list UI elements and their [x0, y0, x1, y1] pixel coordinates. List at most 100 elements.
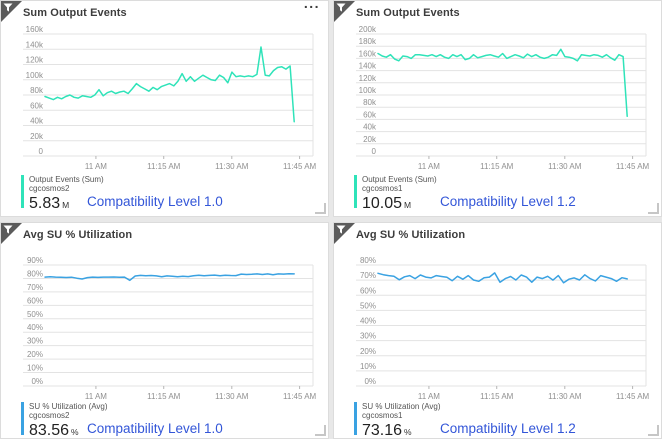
- svg-text:70%: 70%: [360, 271, 376, 280]
- legend-aggregate-value: 83.56%: [29, 422, 79, 439]
- chart-legend: SU % Utilization (Avg) cgcosmos1 73.16%: [354, 402, 441, 439]
- panel-title: Avg SU % Utilization: [23, 229, 133, 241]
- filter-corner-badge: [334, 1, 355, 22]
- svg-text:40k: 40k: [30, 117, 44, 126]
- svg-text:100k: 100k: [26, 71, 44, 80]
- svg-text:80k: 80k: [363, 98, 377, 107]
- legend-metric-name: Output Events (Sum): [362, 175, 437, 184]
- svg-text:0: 0: [39, 147, 44, 156]
- line-chart[interactable]: 90% 80% 70% 60% 50% 40% 30% 20% 10% 0% 11 AM 11:15 …: [1, 223, 329, 439]
- compatibility-level-annotation: Compatibility Level 1.0: [87, 421, 223, 436]
- svg-text:11:45 AM: 11:45 AM: [283, 162, 317, 171]
- svg-text:20k: 20k: [363, 135, 377, 144]
- svg-text:11:15 AM: 11:15 AM: [147, 162, 181, 171]
- svg-text:140k: 140k: [26, 40, 44, 49]
- funnel-icon: [3, 225, 13, 234]
- svg-text:20%: 20%: [360, 347, 376, 356]
- resize-handle[interactable]: [648, 425, 659, 436]
- legend-resource-name: cgcosmos1: [362, 184, 403, 193]
- line-chart[interactable]: 160k 140k 120k 100k 80k 60k 40k 20k 0 11 AM 11:15 …: [1, 1, 329, 217]
- svg-text:11:30 AM: 11:30 AM: [548, 392, 582, 401]
- legend-metric-name: SU % Utilization (Avg): [362, 402, 441, 411]
- line-chart[interactable]: 200k 180k 160k 140k 120k 100k 80k 60k 40k 20k 0 11 …: [334, 1, 662, 217]
- line-chart[interactable]: 80% 70% 60% 50% 40% 30% 20% 10% 0% 11 AM 11:15 AM 1…: [334, 223, 662, 439]
- svg-text:0%: 0%: [364, 377, 376, 386]
- svg-text:10%: 10%: [360, 362, 376, 371]
- more-options-button[interactable]: ...: [303, 0, 320, 11]
- svg-text:11 AM: 11 AM: [85, 392, 107, 401]
- svg-text:11:45 AM: 11:45 AM: [283, 392, 317, 401]
- panel-title: Sum Output Events: [356, 7, 460, 19]
- chart-legend: Output Events (Sum) cgcosmos1 10.05 M: [354, 175, 437, 214]
- legend-aggregate-value: 73.16%: [362, 422, 412, 439]
- svg-text:30%: 30%: [27, 337, 43, 346]
- svg-text:200k: 200k: [359, 25, 377, 34]
- legend-color-bar: [354, 402, 357, 435]
- svg-text:11 AM: 11 AM: [85, 162, 107, 171]
- funnel-icon: [336, 3, 346, 12]
- filter-corner-badge: [334, 223, 355, 244]
- svg-text:50%: 50%: [360, 301, 376, 310]
- panel-avg-su-utilization-cl10[interactable]: Avg SU % Utilization 90% 80% 70% 60% 50% 40% 3…: [0, 222, 329, 439]
- svg-text:11:30 AM: 11:30 AM: [215, 392, 249, 401]
- legend-metric-name: SU % Utilization (Avg): [29, 402, 108, 411]
- legend-value-unit: %: [404, 427, 412, 437]
- filter-corner-badge: [1, 1, 22, 22]
- svg-text:0: 0: [372, 147, 377, 156]
- svg-text:11 AM: 11 AM: [418, 162, 440, 171]
- svg-text:80k: 80k: [30, 86, 44, 95]
- panel-avg-su-utilization-cl12[interactable]: Avg SU % Utilization 80% 70% 60% 50% 40% 30% 2…: [333, 222, 662, 439]
- svg-text:80%: 80%: [27, 269, 43, 278]
- svg-text:60%: 60%: [27, 296, 43, 305]
- svg-text:180k: 180k: [359, 37, 377, 46]
- svg-text:11:15 AM: 11:15 AM: [480, 162, 514, 171]
- svg-text:90%: 90%: [27, 256, 43, 265]
- svg-text:11:15 AM: 11:15 AM: [480, 392, 514, 401]
- compatibility-level-annotation: Compatibility Level 1.0: [87, 194, 223, 209]
- legend-color-bar: [21, 175, 24, 208]
- legend-aggregate-value: 10.05 M: [362, 195, 412, 212]
- svg-text:11:45 AM: 11:45 AM: [616, 392, 650, 401]
- svg-text:11 AM: 11 AM: [418, 392, 440, 401]
- svg-text:40%: 40%: [360, 317, 376, 326]
- panel-sum-output-events-cl10[interactable]: Sum Output Events ... 160k 140k 120k 100k 80…: [0, 0, 329, 217]
- svg-text:10%: 10%: [27, 364, 43, 373]
- legend-resource-name: cgcosmos2: [29, 184, 70, 193]
- legend-resource-name: cgcosmos1: [362, 411, 403, 420]
- legend-color-bar: [354, 175, 357, 208]
- svg-text:30%: 30%: [360, 332, 376, 341]
- svg-text:40%: 40%: [27, 323, 43, 332]
- svg-text:140k: 140k: [359, 62, 377, 71]
- panel-title: Avg SU % Utilization: [356, 229, 466, 241]
- svg-text:0%: 0%: [31, 377, 43, 386]
- legend-metric-name: Output Events (Sum): [29, 175, 104, 184]
- chart-legend: SU % Utilization (Avg) cgcosmos2 83.56%: [21, 402, 108, 439]
- legend-resource-name: cgcosmos2: [29, 411, 70, 420]
- svg-text:11:45 AM: 11:45 AM: [616, 162, 650, 171]
- svg-text:120k: 120k: [26, 56, 44, 65]
- svg-text:50%: 50%: [27, 310, 43, 319]
- svg-text:70%: 70%: [27, 283, 43, 292]
- resize-handle[interactable]: [648, 203, 659, 214]
- svg-text:160k: 160k: [26, 25, 44, 34]
- svg-text:11:15 AM: 11:15 AM: [147, 392, 181, 401]
- svg-text:20k: 20k: [30, 132, 44, 141]
- legend-color-bar: [21, 402, 24, 435]
- svg-text:60k: 60k: [30, 101, 44, 110]
- panel-title: Sum Output Events: [23, 7, 127, 19]
- svg-text:11:30 AM: 11:30 AM: [215, 162, 249, 171]
- funnel-icon: [3, 3, 13, 12]
- svg-text:11:30 AM: 11:30 AM: [548, 162, 582, 171]
- svg-text:40k: 40k: [363, 123, 377, 132]
- resize-handle[interactable]: [315, 425, 326, 436]
- svg-text:60k: 60k: [363, 110, 377, 119]
- svg-text:100k: 100k: [359, 86, 377, 95]
- resize-handle[interactable]: [315, 203, 326, 214]
- svg-text:20%: 20%: [27, 350, 43, 359]
- legend-value-unit: M: [404, 200, 412, 210]
- svg-text:120k: 120k: [359, 74, 377, 83]
- panel-sum-output-events-cl12[interactable]: Sum Output Events 200k 180k 160k 140k 120k 10…: [333, 0, 662, 217]
- filter-corner-badge: [1, 223, 22, 244]
- compatibility-level-annotation: Compatibility Level 1.2: [440, 421, 576, 436]
